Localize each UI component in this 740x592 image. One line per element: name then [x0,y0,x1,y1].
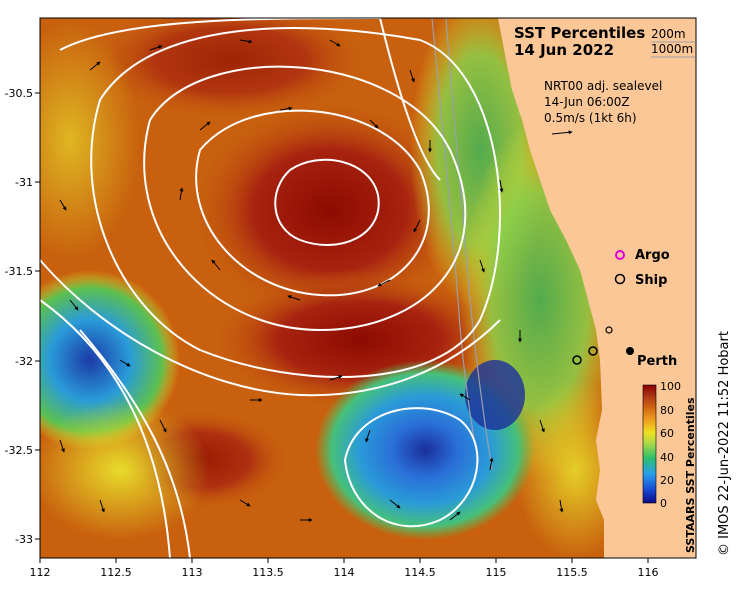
sst-field [40,18,696,558]
x-tick-113.5: 113.5 [252,566,284,579]
y-tick-33: -33 [15,533,33,546]
x-tick-115.5: 115.5 [556,566,588,579]
perth-label: Perth [637,354,677,369]
x-tick-115: 115 [486,566,507,579]
credit-text: © IMOS 22-Jun-2022 11:52 Hobart [717,331,732,556]
x-tick-116: 116 [638,566,659,579]
colorbar-ticks: 100 80 60 40 20 0 [660,380,681,510]
colorbar-tick-20: 20 [660,474,674,487]
bathy-200m: 200m [651,27,686,41]
colorbar-tick-80: 80 [660,404,674,417]
y-axis: -30.5 -31 -31.5 -32 -32.5 -33 [5,87,40,546]
y-tick-32.5: -32.5 [5,444,33,457]
colorbar-tick-60: 60 [660,427,674,440]
colorbar-tick-0: 0 [660,497,667,510]
ship-legend-marker [614,273,626,285]
x-tick-114.5: 114.5 [404,566,436,579]
y-tick-32: -32 [15,355,33,368]
map-title: SST Percentiles [514,24,645,42]
x-tick-112: 112 [30,566,51,579]
x-tick-112.5: 112.5 [100,566,132,579]
x-tick-114: 114 [334,566,355,579]
ship-legend-label: Ship [635,273,667,288]
argo-legend-label: Argo [635,248,670,263]
argo-legend-marker [615,250,625,260]
perth-marker [626,347,634,355]
map-date: 14 Jun 2022 [514,41,614,59]
current-scale: 0.5m/s (1kt 6h) [544,111,637,125]
y-tick-31: -31 [15,176,33,189]
bathy-1000m: 1000m [651,42,693,56]
colorbar [642,384,657,504]
plot-frame [39,17,697,559]
current-scale-arrow [551,130,573,135]
colorbar-tick-40: 40 [660,451,674,464]
x-tick-113: 113 [182,566,203,579]
current-model: NRT00 adj. sealevel [544,79,662,93]
x-axis: 112 112.5 113 113.5 114 114.5 115 115.5 … [30,558,659,579]
colorbar-label: SSTAARS SST Percentiles [684,397,697,553]
colorbar-tick-100: 100 [660,380,681,393]
current-time: 14-Jun 06:00Z [544,95,630,109]
y-tick-30.5: -30.5 [5,87,33,100]
y-tick-31.5: -31.5 [5,265,33,278]
